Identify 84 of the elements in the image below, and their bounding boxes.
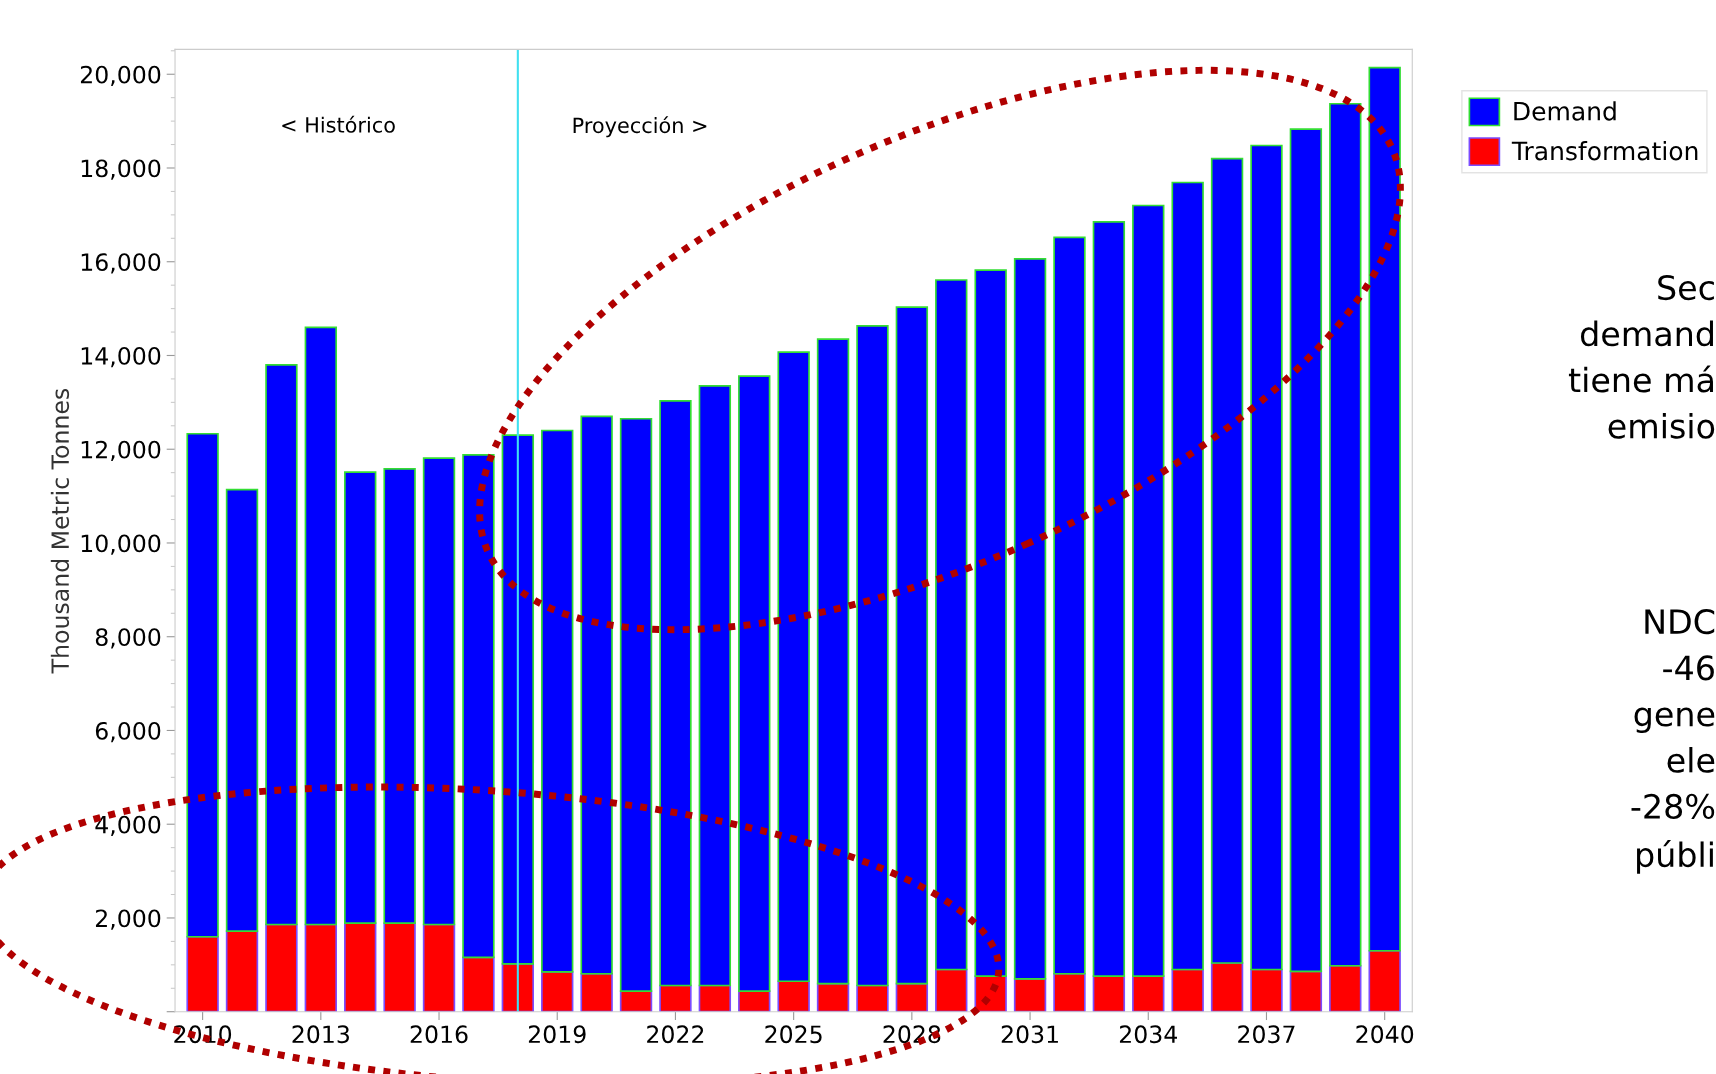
text: Sec demand tiene má emisio xyxy=(1568,274,1715,439)
bar xyxy=(816,982,850,1012)
bar xyxy=(777,980,810,1012)
x-tick-label: 2025 xyxy=(765,1025,822,1044)
x-tick-label: 2019 xyxy=(528,1025,586,1044)
bar xyxy=(225,488,259,932)
bar xyxy=(422,457,456,926)
bar xyxy=(1289,970,1323,1012)
bar xyxy=(541,429,574,973)
bar xyxy=(1329,102,1362,967)
bar xyxy=(1092,975,1126,1012)
bar xyxy=(1053,972,1086,1012)
x-tick-label: 2034 xyxy=(1119,1025,1177,1044)
y-tick-label: 18,000 xyxy=(81,159,161,180)
bar xyxy=(1171,181,1204,971)
bar xyxy=(895,982,929,1012)
bar xyxy=(383,922,416,1012)
bar xyxy=(1013,258,1047,980)
bar xyxy=(186,432,219,938)
x-tick-label: 2022 xyxy=(647,1025,704,1044)
bar xyxy=(225,930,259,1012)
bar xyxy=(1132,204,1165,977)
bar xyxy=(1013,978,1047,1012)
bar xyxy=(1210,157,1244,964)
bar xyxy=(1250,968,1283,1012)
x-tick-label: 2013 xyxy=(292,1025,349,1044)
bar xyxy=(698,385,732,987)
bar xyxy=(935,968,968,1012)
bar xyxy=(659,984,692,1012)
bar xyxy=(1250,144,1283,971)
annotation: Proyección > xyxy=(573,116,707,138)
y-tick-label: 10,000 xyxy=(81,534,161,555)
annotation: < Histórico xyxy=(282,115,395,133)
bar xyxy=(935,279,968,971)
bar xyxy=(265,923,298,1012)
bar xyxy=(580,415,613,975)
bar xyxy=(777,351,810,983)
y-tick-label: 8,000 xyxy=(95,628,161,649)
bar xyxy=(895,306,929,985)
y-tick-label: 14,000 xyxy=(81,346,161,368)
bar xyxy=(1053,236,1086,975)
y-tick-label: 12,000 xyxy=(81,440,161,461)
bar xyxy=(344,922,377,1012)
y-tick-label: 20,000 xyxy=(80,65,161,86)
y-axis-title: Thousand Metric Tonnes xyxy=(50,388,70,674)
bar xyxy=(304,326,338,926)
bar xyxy=(304,923,338,1012)
bar xyxy=(501,434,535,965)
bar xyxy=(580,972,613,1012)
bar xyxy=(1092,221,1126,977)
y-tick-label: 2,000 xyxy=(95,909,161,930)
y-tick-label: 16,000 xyxy=(81,253,161,274)
y-tick-label: 4,000 xyxy=(95,815,161,836)
bar xyxy=(1329,964,1362,1012)
bar xyxy=(1210,962,1244,1012)
text: NDC -46 gene ele -28% públi xyxy=(1631,609,1715,874)
bar xyxy=(462,956,495,1012)
bar xyxy=(265,364,298,926)
bar xyxy=(462,454,495,959)
bar xyxy=(1368,949,1401,1012)
bar xyxy=(383,468,416,924)
bar xyxy=(816,338,850,985)
bar xyxy=(186,935,219,1012)
bar xyxy=(344,471,377,924)
bar xyxy=(974,269,1007,977)
x-tick-label: 2037 xyxy=(1238,1025,1295,1044)
x-tick-label: 2031 xyxy=(1001,1025,1058,1044)
bar xyxy=(698,984,732,1012)
bar xyxy=(1132,975,1165,1012)
bar xyxy=(856,325,889,987)
bar xyxy=(619,417,653,992)
bar xyxy=(738,375,771,992)
bar xyxy=(1171,968,1204,1012)
x-tick-label: 2040 xyxy=(1356,1025,1414,1044)
bar xyxy=(541,971,574,1012)
bar xyxy=(1368,66,1401,952)
x-tick-label: 2016 xyxy=(410,1025,468,1044)
bar xyxy=(422,923,456,1012)
y-tick-label: 6,000 xyxy=(95,721,161,743)
legend-label: Transformation xyxy=(1511,141,1698,161)
legend-label: Demand xyxy=(1514,101,1616,121)
bar xyxy=(659,400,692,987)
bar xyxy=(1289,128,1323,973)
bar xyxy=(856,984,889,1012)
